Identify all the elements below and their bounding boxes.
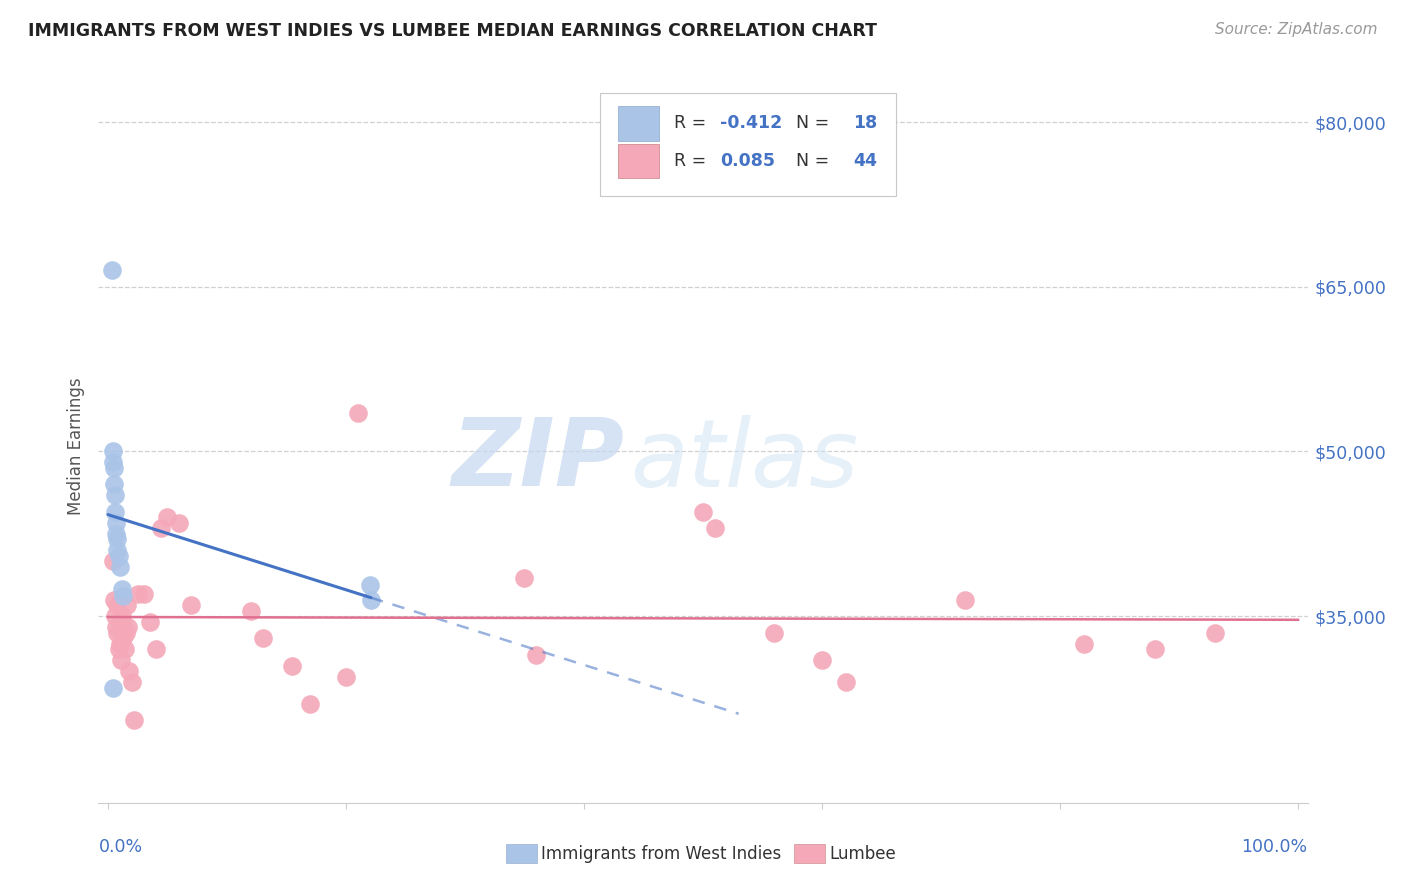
FancyBboxPatch shape bbox=[619, 145, 659, 178]
Point bbox=[359, 578, 381, 592]
Point bbox=[156, 510, 179, 524]
Point bbox=[105, 516, 128, 530]
Point bbox=[107, 598, 129, 612]
Text: Lumbee: Lumbee bbox=[830, 845, 896, 863]
Point bbox=[101, 444, 124, 458]
Point bbox=[524, 648, 547, 662]
Point bbox=[118, 664, 141, 678]
Point bbox=[692, 505, 714, 519]
Point bbox=[107, 533, 129, 547]
Text: N =: N = bbox=[785, 114, 835, 132]
Point bbox=[101, 681, 124, 695]
Point bbox=[103, 461, 125, 475]
Point bbox=[169, 516, 191, 530]
Point bbox=[121, 675, 143, 690]
Point bbox=[107, 642, 129, 657]
Point bbox=[108, 637, 131, 651]
Point bbox=[132, 587, 155, 601]
Point bbox=[112, 631, 135, 645]
Text: 0.0%: 0.0% bbox=[98, 838, 142, 856]
Text: N =: N = bbox=[785, 153, 835, 170]
Point bbox=[122, 714, 145, 728]
Point bbox=[513, 571, 536, 585]
Point bbox=[180, 598, 202, 612]
Point bbox=[953, 592, 976, 607]
Point bbox=[252, 631, 274, 645]
Point bbox=[107, 543, 129, 558]
Point bbox=[281, 658, 304, 673]
Point bbox=[108, 559, 131, 574]
Point bbox=[127, 587, 149, 601]
Text: 18: 18 bbox=[853, 114, 877, 132]
Point bbox=[101, 455, 124, 469]
Point bbox=[104, 505, 127, 519]
Point bbox=[101, 554, 124, 568]
Text: -0.412: -0.412 bbox=[720, 114, 782, 132]
Point bbox=[104, 488, 127, 502]
Point bbox=[239, 604, 262, 618]
Point bbox=[1073, 637, 1095, 651]
Text: 100.0%: 100.0% bbox=[1241, 838, 1308, 856]
Point bbox=[145, 642, 167, 657]
Point bbox=[114, 625, 136, 640]
Text: IMMIGRANTS FROM WEST INDIES VS LUMBEE MEDIAN EARNINGS CORRELATION CHART: IMMIGRANTS FROM WEST INDIES VS LUMBEE ME… bbox=[28, 22, 877, 40]
Point bbox=[100, 263, 122, 277]
FancyBboxPatch shape bbox=[600, 93, 897, 196]
Point bbox=[114, 642, 136, 657]
Text: 0.085: 0.085 bbox=[720, 153, 775, 170]
Point bbox=[117, 620, 139, 634]
Point bbox=[835, 675, 858, 690]
Point bbox=[105, 526, 128, 541]
Point bbox=[111, 609, 134, 624]
Point bbox=[105, 620, 128, 634]
Point bbox=[110, 653, 132, 667]
Y-axis label: Median Earnings: Median Earnings bbox=[67, 377, 86, 515]
Point bbox=[107, 549, 129, 563]
Point bbox=[360, 592, 382, 607]
Point bbox=[335, 669, 357, 683]
Text: Source: ZipAtlas.com: Source: ZipAtlas.com bbox=[1215, 22, 1378, 37]
Text: Immigrants from West Indies: Immigrants from West Indies bbox=[541, 845, 782, 863]
Point bbox=[703, 521, 725, 535]
Point bbox=[111, 582, 134, 596]
Text: 44: 44 bbox=[853, 153, 877, 170]
Point bbox=[103, 477, 125, 491]
Point bbox=[1204, 625, 1226, 640]
Point bbox=[115, 598, 138, 612]
Text: R =: R = bbox=[673, 114, 711, 132]
Point bbox=[763, 625, 786, 640]
Point bbox=[150, 521, 173, 535]
Point bbox=[103, 592, 125, 607]
Point bbox=[347, 406, 370, 420]
Point bbox=[299, 697, 322, 711]
Point bbox=[111, 615, 134, 629]
FancyBboxPatch shape bbox=[619, 106, 659, 141]
Text: atlas: atlas bbox=[630, 415, 859, 506]
Point bbox=[104, 609, 127, 624]
Point bbox=[1144, 642, 1167, 657]
Point bbox=[107, 625, 129, 640]
Point bbox=[811, 653, 834, 667]
Text: R =: R = bbox=[673, 153, 711, 170]
Point bbox=[138, 615, 160, 629]
Text: ZIP: ZIP bbox=[451, 414, 624, 507]
Point bbox=[112, 590, 135, 604]
